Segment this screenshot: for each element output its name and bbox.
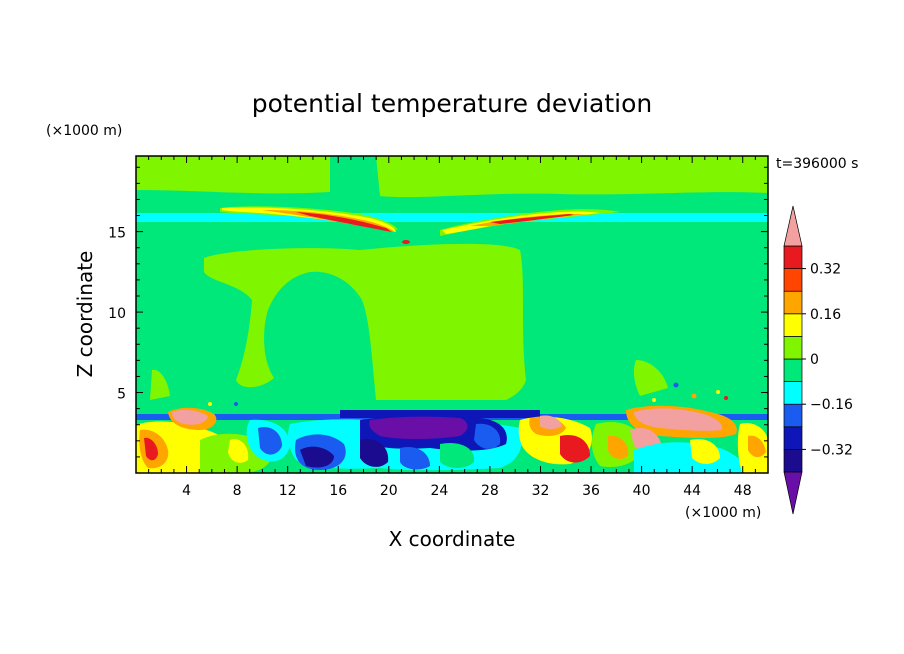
colorbar-segment — [783, 403, 803, 428]
y-unit-label: (×1000 m) — [46, 123, 122, 139]
colorbar — [783, 205, 803, 515]
x-tick-label: 8 — [233, 483, 242, 499]
x-axis-label: X coordinate — [389, 527, 516, 551]
colorbar-segment — [783, 358, 803, 382]
x-ticks: 4 8 12 16 20 24 28 32 36 40 44 48 — [148, 156, 756, 499]
x-unit-label: (×1000 m) — [685, 505, 761, 521]
y-ticks: 5 10 15 — [108, 166, 768, 458]
colorbar-min-triangle — [783, 471, 803, 515]
colorbar-label: 0.32 — [810, 262, 841, 278]
colorbar-labels: 0.32 0.16 0 −0.16 −0.32 — [802, 262, 853, 458]
x-tick-label: 16 — [329, 483, 347, 499]
x-tick-label: 12 — [279, 483, 297, 499]
colorbar-segment — [783, 290, 803, 315]
heatmap-field — [136, 156, 768, 473]
x-tick-label: 28 — [481, 483, 499, 499]
colorbar-label: 0 — [810, 352, 819, 368]
x-tick-label: 36 — [582, 483, 600, 499]
x-tick-label: 20 — [380, 483, 398, 499]
colorbar-label: −0.16 — [810, 397, 853, 413]
x-tick-label: 32 — [532, 483, 550, 499]
y-axis-label: Z coordinate — [73, 251, 97, 378]
time-label: t=396000 s — [776, 156, 858, 172]
colorbar-label: 0.16 — [810, 307, 841, 323]
colorbar-segment — [783, 336, 803, 360]
colorbar-max-triangle — [783, 205, 803, 247]
x-tick-label: 48 — [734, 483, 752, 499]
chart-title: potential temperature deviation — [252, 89, 652, 118]
colorbar-segment — [783, 381, 803, 405]
colorbar-segment — [783, 268, 803, 292]
colorbar-segment — [783, 449, 803, 473]
x-tick-label: 24 — [430, 483, 448, 499]
colorbar-segment — [783, 245, 803, 269]
colorbar-label: −0.32 — [810, 442, 853, 458]
colorbar-segment — [783, 313, 803, 337]
x-tick-label: 40 — [633, 483, 651, 499]
y-tick-label: 15 — [108, 226, 126, 242]
x-tick-label: 4 — [182, 483, 191, 499]
x-tick-label: 44 — [683, 483, 701, 499]
y-tick-label: 5 — [117, 387, 126, 403]
colorbar-segment — [783, 426, 803, 450]
y-tick-label: 10 — [108, 306, 126, 322]
